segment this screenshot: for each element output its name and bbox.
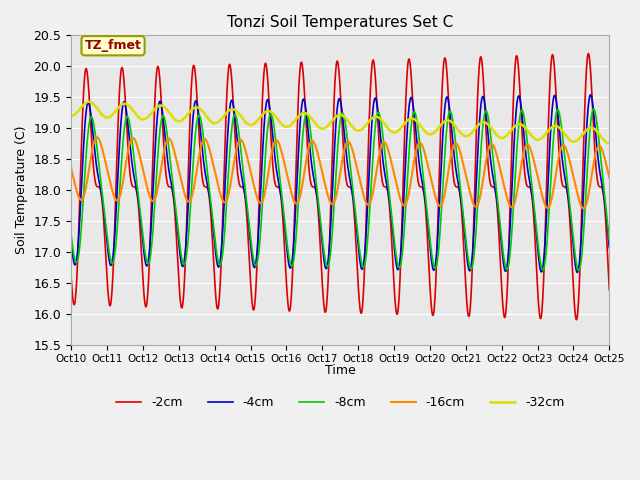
-2cm [605, 287, 613, 293]
-8cm [605, 238, 613, 243]
-4cm [187, 149, 195, 155]
-8cm [494, 200, 502, 206]
-4cm [247, 246, 255, 252]
-2cm [494, 214, 502, 220]
-4cm [573, 269, 581, 275]
-8cm [174, 224, 182, 230]
-16cm [580, 206, 588, 212]
-32cm [248, 122, 255, 128]
-4cm [67, 239, 75, 245]
-32cm [85, 99, 93, 105]
-2cm [67, 275, 75, 280]
-8cm [247, 239, 255, 244]
-16cm [67, 166, 75, 171]
-4cm [541, 234, 549, 240]
Line: -4cm: -4cm [71, 95, 609, 272]
-2cm [424, 238, 431, 244]
-8cm [67, 232, 75, 238]
Line: -32cm: -32cm [71, 102, 609, 144]
-2cm [584, 51, 592, 57]
-16cm [248, 172, 255, 178]
-8cm [575, 268, 582, 274]
-2cm [247, 287, 255, 292]
-4cm [424, 218, 431, 224]
Y-axis label: Soil Temperature (C): Soil Temperature (C) [15, 126, 28, 254]
-4cm [494, 205, 502, 211]
-16cm [93, 134, 100, 140]
-4cm [174, 229, 182, 235]
-16cm [188, 196, 195, 202]
-16cm [605, 175, 613, 180]
Legend: -2cm, -4cm, -8cm, -16cm, -32cm: -2cm, -4cm, -8cm, -16cm, -32cm [111, 391, 570, 414]
-16cm [542, 204, 550, 209]
Line: -8cm: -8cm [71, 109, 609, 271]
-32cm [174, 118, 182, 124]
-16cm [174, 164, 182, 170]
-8cm [424, 214, 431, 219]
-32cm [494, 133, 502, 139]
Line: -2cm: -2cm [71, 54, 609, 320]
-8cm [187, 198, 195, 204]
-32cm [67, 113, 75, 119]
-4cm [587, 92, 595, 98]
-2cm [187, 95, 195, 101]
Text: TZ_fmet: TZ_fmet [84, 39, 141, 52]
-32cm [542, 131, 550, 137]
Title: Tonzi Soil Temperatures Set C: Tonzi Soil Temperatures Set C [227, 15, 453, 30]
-2cm [573, 317, 580, 323]
-32cm [605, 141, 613, 146]
-8cm [590, 106, 598, 112]
Line: -16cm: -16cm [71, 137, 609, 209]
-2cm [541, 225, 549, 230]
-8cm [541, 257, 549, 263]
X-axis label: Time: Time [325, 364, 356, 377]
-16cm [424, 163, 432, 168]
-4cm [605, 245, 613, 251]
-32cm [188, 108, 195, 113]
-16cm [494, 158, 502, 164]
-2cm [174, 259, 182, 264]
-32cm [424, 131, 432, 137]
